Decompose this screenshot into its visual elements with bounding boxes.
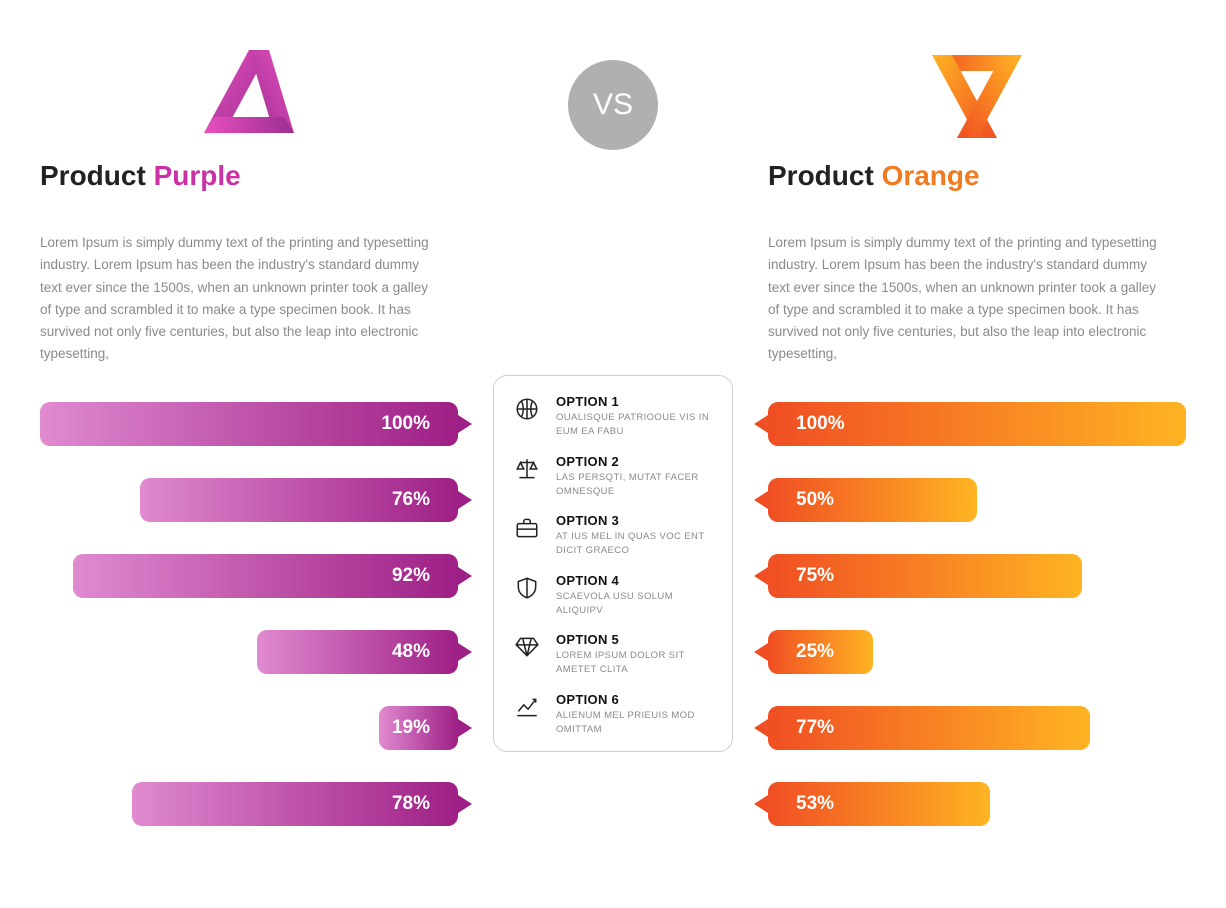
option-text: OPTION 4 SCAEVOLA USU SOLUM ALIQUIPV	[556, 573, 714, 619]
option-subtitle: ALIENUM MEL PRIEUIS MOD OMITTAM	[556, 709, 714, 738]
right-bar: 75%	[768, 554, 1082, 598]
left-description: Lorem Ipsum is simply dummy text of the …	[40, 232, 440, 366]
left-bar: 19%	[379, 706, 458, 750]
left-bar-row: 100%	[40, 402, 458, 446]
comparison-infographic: Product Purple Lorem Ipsum is simply dum…	[0, 0, 1226, 908]
left-bar-label: 48%	[392, 641, 430, 663]
right-bar-row: 25%	[768, 630, 1186, 674]
left-bar: 92%	[73, 554, 458, 598]
left-bar-row: 48%	[40, 630, 458, 674]
left-logo-wrap	[40, 30, 458, 160]
right-bars: 100% 50% 75% 25% 77% 53%	[768, 394, 1186, 826]
left-title-prefix: Product	[40, 160, 154, 191]
right-bar: 77%	[768, 706, 1090, 750]
option-row: OPTION 3 AT IUS MEL IN QUAS VOC ENT DICIT…	[512, 513, 714, 559]
left-bar: 76%	[140, 478, 458, 522]
option-row: OPTION 2 LAS PERSQTI, MUTAT FACER OMNESQU…	[512, 454, 714, 500]
left-bar-row: 76%	[40, 478, 458, 522]
right-bar-label: 77%	[796, 717, 834, 739]
right-bar: 100%	[768, 402, 1186, 446]
right-bar-row: 53%	[768, 782, 1186, 826]
option-row: OPTION 5 LOREM IPSUM DOLOR SIT AMETET CLI…	[512, 632, 714, 678]
right-logo-wrap	[768, 30, 1186, 160]
left-bar: 100%	[40, 402, 458, 446]
vs-badge: VS	[568, 60, 658, 150]
option-text: OPTION 5 LOREM IPSUM DOLOR SIT AMETET CLI…	[556, 632, 714, 678]
option-title: OPTION 2	[556, 454, 714, 469]
right-bar-row: 77%	[768, 706, 1186, 750]
left-bar-label: 92%	[392, 565, 430, 587]
option-title: OPTION 5	[556, 632, 714, 647]
option-subtitle: OUALISQUE PATRIOOUE VIS IN EUM EA FABU	[556, 411, 714, 440]
option-row: OPTION 1 OUALISQUE PATRIOOUE VIS IN EUM E…	[512, 394, 714, 440]
scale-icon	[512, 454, 542, 490]
shield-icon	[512, 573, 542, 609]
left-bars: 100% 76% 92% 48% 19% 78%	[40, 394, 458, 826]
triangle-up-icon	[194, 45, 304, 145]
left-bar-label: 19%	[392, 717, 430, 739]
left-bar: 78%	[132, 782, 458, 826]
left-bar-label: 100%	[381, 413, 430, 435]
right-bar-row: 75%	[768, 554, 1186, 598]
left-bar-row: 19%	[40, 706, 458, 750]
right-description: Lorem Ipsum is simply dummy text of the …	[768, 232, 1168, 366]
briefcase-icon	[512, 513, 542, 549]
left-bar: 48%	[257, 630, 458, 674]
left-bar-row: 92%	[40, 554, 458, 598]
options-card: OPTION 1 OUALISQUE PATRIOOUE VIS IN EUM E…	[493, 375, 733, 752]
right-bar-label: 53%	[796, 793, 834, 815]
right-title-accent: Orange	[882, 160, 980, 191]
left-bar-label: 78%	[392, 793, 430, 815]
right-bar-label: 75%	[796, 565, 834, 587]
center-column: VS OPTION 1 OUALISQUE PATRIOOUE VIS IN EU…	[488, 30, 738, 878]
right-bar: 53%	[768, 782, 990, 826]
right-bar-label: 100%	[796, 413, 845, 435]
option-subtitle: SCAEVOLA USU SOLUM ALIQUIPV	[556, 590, 714, 619]
right-bar-row: 100%	[768, 402, 1186, 446]
right-bar-label: 50%	[796, 489, 834, 511]
option-subtitle: LAS PERSQTI, MUTAT FACER OMNESQUE	[556, 471, 714, 500]
globe-icon	[512, 394, 542, 430]
vs-label: VS	[593, 88, 633, 122]
right-column: Product Orange Lorem Ipsum is simply dum…	[768, 30, 1186, 878]
right-bar: 50%	[768, 478, 977, 522]
left-column: Product Purple Lorem Ipsum is simply dum…	[40, 30, 458, 878]
left-bar-label: 76%	[392, 489, 430, 511]
left-bar-row: 78%	[40, 782, 458, 826]
right-title-prefix: Product	[768, 160, 882, 191]
diamond-icon	[512, 632, 542, 668]
left-title-accent: Purple	[154, 160, 241, 191]
option-subtitle: AT IUS MEL IN QUAS VOC ENT DICIT GRAECO	[556, 530, 714, 559]
option-text: OPTION 3 AT IUS MEL IN QUAS VOC ENT DICIT…	[556, 513, 714, 559]
right-bar-row: 50%	[768, 478, 1186, 522]
option-title: OPTION 4	[556, 573, 714, 588]
option-title: OPTION 1	[556, 394, 714, 409]
right-product-title: Product Orange	[768, 160, 1186, 192]
triangle-down-icon	[922, 45, 1032, 145]
option-title: OPTION 6	[556, 692, 714, 707]
left-product-title: Product Purple	[40, 160, 458, 192]
option-row: OPTION 4 SCAEVOLA USU SOLUM ALIQUIPV	[512, 573, 714, 619]
option-text: OPTION 6 ALIENUM MEL PRIEUIS MOD OMITTAM	[556, 692, 714, 738]
chart-icon	[512, 692, 542, 728]
right-bar: 25%	[768, 630, 873, 674]
option-row: OPTION 6 ALIENUM MEL PRIEUIS MOD OMITTAM	[512, 692, 714, 738]
option-title: OPTION 3	[556, 513, 714, 528]
option-text: OPTION 2 LAS PERSQTI, MUTAT FACER OMNESQU…	[556, 454, 714, 500]
option-subtitle: LOREM IPSUM DOLOR SIT AMETET CLITA	[556, 649, 714, 678]
option-text: OPTION 1 OUALISQUE PATRIOOUE VIS IN EUM E…	[556, 394, 714, 440]
right-bar-label: 25%	[796, 641, 834, 663]
